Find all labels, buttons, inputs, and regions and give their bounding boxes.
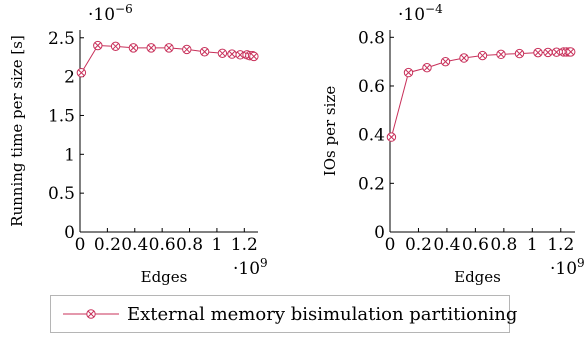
data-point-cross (147, 44, 155, 52)
x-multiplier: ·109 (550, 256, 585, 279)
y-axis-label: Running time per size [s] (8, 35, 26, 227)
data-point (227, 49, 237, 59)
data-point (514, 48, 525, 59)
x-tick-label: 0.8 (176, 235, 203, 255)
y-tick-label: 0.8 (358, 28, 385, 48)
data-point (110, 41, 121, 52)
data-point (164, 43, 174, 53)
data-point-cross (405, 69, 412, 76)
legend: External memory bisimulation partitionin… (50, 295, 517, 333)
data-point-cross (78, 69, 85, 77)
data-point-cross (567, 48, 575, 56)
data-point (249, 51, 259, 62)
chart-1: 0 0.5 1 1.5 2 2.5 0 0.2 0.4 0.6 0.8 1 1.2 Edges Runnin… (8, 29, 259, 286)
x-tick-label: 0 (75, 235, 86, 255)
data-point (422, 63, 432, 73)
data-point (533, 47, 543, 58)
data-point-cross (183, 46, 191, 53)
data-point-cross (165, 44, 173, 52)
data-point-cross (553, 48, 560, 56)
y-tick-label: 2.5 (48, 29, 75, 49)
data-point (543, 47, 553, 58)
data-point-cross (236, 51, 244, 59)
data-point-cross (534, 49, 542, 56)
data-point (566, 47, 576, 57)
x-tick-label: 1 (527, 235, 538, 255)
data-point-cross (219, 49, 226, 57)
y-tick-label: 0.4 (358, 126, 385, 146)
data-point-cross (130, 44, 137, 52)
data-point-cross (423, 64, 431, 72)
data-point (217, 48, 228, 59)
data-point (403, 67, 414, 78)
data-point-cross (228, 50, 236, 58)
y-tick-label: 0.5 (48, 184, 75, 204)
data-point-cross (460, 54, 468, 62)
series-line (390, 51, 571, 138)
data-point-cross (442, 58, 449, 65)
x-axis-label: Edges (141, 268, 188, 286)
data-point (146, 43, 156, 53)
x-tick-label: 0.2 (94, 235, 121, 255)
data-point (459, 53, 469, 63)
data-point-cross (94, 42, 102, 49)
x-axis-label: Edges (454, 268, 501, 286)
x-tick-label: 0.6 (462, 235, 489, 255)
data-point (477, 50, 488, 61)
charts-canvas: 00.511.522.50 0.2 0.4 0.6 0.8 1 1.2EdgesRunnin… (8, 2, 585, 286)
x-tick-label: 0.2 (405, 235, 432, 255)
x-tick-label: 1 (212, 235, 223, 255)
data-point (93, 40, 103, 51)
x-tick-label: 0.8 (490, 235, 517, 255)
y-tick-label: 2 (64, 68, 75, 88)
x-tick-label: 1.2 (547, 235, 574, 255)
y-tick-label: 0.6 (358, 77, 385, 97)
y-axis-label: IOs per size (321, 86, 339, 177)
data-point-cross (544, 49, 552, 56)
x-tick-label: 0.4 (121, 235, 148, 255)
x-tick-label: 0 (385, 235, 396, 255)
y-tick-label: 1.5 (48, 106, 75, 126)
y-tick-label: 0.2 (358, 174, 385, 194)
data-point-cross (201, 48, 208, 56)
legend-line-marker (63, 309, 119, 319)
data-point (76, 68, 87, 78)
data-point (199, 47, 210, 57)
y-tick-label: 1 (64, 145, 75, 165)
y-multiplier: ·10−6 (88, 2, 133, 25)
data-point (386, 132, 397, 142)
y-tick-label: 0 (64, 223, 75, 243)
data-point (551, 47, 562, 57)
x-tick-label: 1.2 (231, 235, 258, 255)
x-multiplier: ·109 (233, 256, 268, 279)
data-point-cross (497, 50, 505, 58)
data-point (182, 44, 192, 55)
x-tick-label: 0.4 (433, 235, 460, 255)
data-point-cross (250, 53, 258, 60)
y-tick-label: 0 (374, 223, 385, 243)
data-point-cross (516, 50, 523, 57)
legend-label: External memory bisimulation partitionin… (127, 303, 518, 325)
data-point-cross (388, 133, 395, 141)
x-tick-label: 0.6 (149, 235, 176, 255)
data-point (440, 56, 451, 67)
data-point-cross (479, 52, 486, 59)
y-multiplier: ·10−4 (398, 2, 443, 25)
data-point-cross (112, 42, 119, 50)
data-point (128, 43, 139, 53)
data-point (496, 49, 506, 60)
